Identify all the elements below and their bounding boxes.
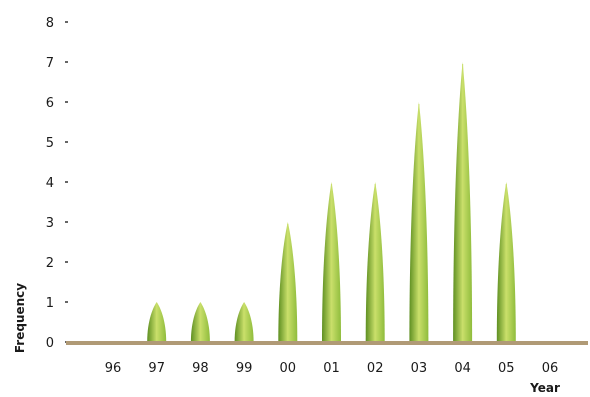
x-tick-label: 97 [148, 361, 165, 376]
y-tick-label: 0 [46, 336, 54, 351]
y-axis: 0 1 2 3 4 5 6 7 8 [46, 16, 68, 351]
y-tick-label: 7 [46, 56, 54, 71]
y-tick-label: 1 [46, 296, 54, 311]
y-axis-title: Frequency [13, 283, 27, 353]
bars [147, 62, 516, 343]
x-tick-label: 02 [367, 361, 384, 376]
x-tick-label: 00 [280, 361, 297, 376]
y-tick-label: 2 [46, 256, 54, 271]
y-tick-label: 8 [46, 16, 54, 31]
y-tick-label: 5 [46, 136, 54, 151]
x-tick-label: 05 [498, 361, 515, 376]
x-tick-label: 06 [542, 361, 559, 376]
y-tick-label: 4 [46, 176, 54, 191]
x-tick-label: 01 [323, 361, 340, 376]
x-tick-label: 99 [236, 361, 253, 376]
x-tick-label: 98 [192, 361, 209, 376]
x-tick-label: 04 [454, 361, 471, 376]
y-tick-label: 3 [46, 216, 54, 231]
x-tick-label: 03 [411, 361, 428, 376]
x-axis-title: Year [529, 381, 560, 395]
y-tick-label: 6 [46, 96, 54, 111]
x-tick-label: 96 [105, 361, 122, 376]
x-axis: 96 97 98 99 00 01 02 03 04 05 06 [105, 361, 559, 376]
